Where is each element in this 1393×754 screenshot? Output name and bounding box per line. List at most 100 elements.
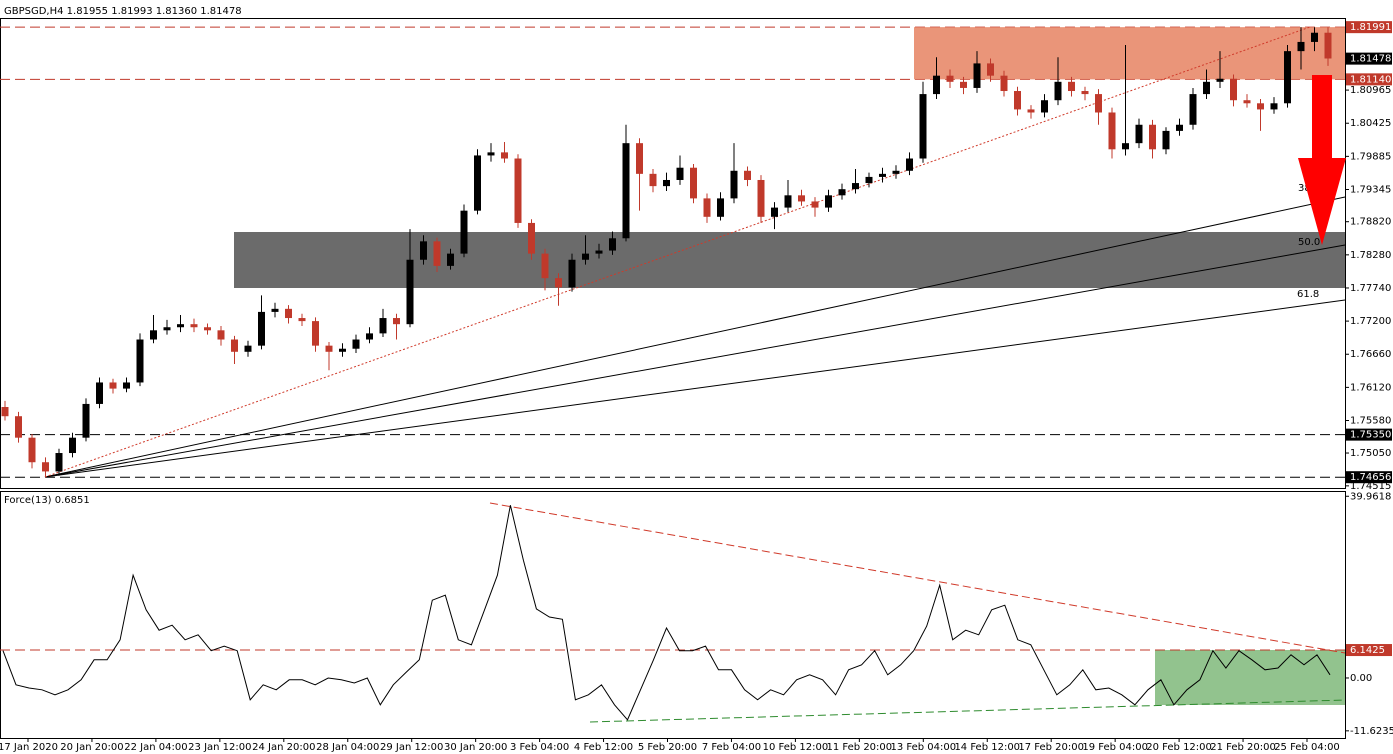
y-tick-label: 39.9618 xyxy=(1350,491,1391,502)
x-tick-label: 11 Feb 20:00 xyxy=(827,742,893,753)
candle-body xyxy=(1243,100,1251,104)
candle-body xyxy=(352,339,360,349)
candle-body xyxy=(204,327,211,331)
candle-body xyxy=(163,327,171,331)
y-tick-label: 0.00 xyxy=(1350,673,1372,684)
candle-body xyxy=(447,253,454,266)
candle-body xyxy=(1122,143,1129,150)
candle-body xyxy=(501,152,508,159)
candle-body xyxy=(177,324,184,328)
x-tick-label: 28 Jan 04:00 xyxy=(316,742,379,753)
indicator-resistance xyxy=(489,502,1346,654)
candle-body xyxy=(55,453,63,472)
x-tick-label: 21 Feb 20:00 xyxy=(1210,742,1276,753)
candle-body xyxy=(1054,81,1062,101)
candle-body xyxy=(1095,94,1102,113)
candle-body xyxy=(1270,103,1278,110)
y-tick-label: 1.77740 xyxy=(1350,283,1391,294)
candle-body xyxy=(1257,103,1264,110)
x-tick-label: 5 Feb 20:00 xyxy=(638,742,697,753)
x-tick-label: 20 Jan 20:00 xyxy=(60,742,123,753)
level-label: 1.81991 xyxy=(1350,22,1391,33)
candle-body xyxy=(649,173,657,187)
candle-body xyxy=(487,152,495,156)
indicator-title: Force(13) 0.6851 xyxy=(4,495,90,506)
level-label: 1.81140 xyxy=(1350,74,1391,85)
candle-body xyxy=(1,407,9,417)
level-tag xyxy=(1346,21,1392,34)
candle-body xyxy=(28,437,36,463)
candle-body xyxy=(946,75,954,82)
indicator-support xyxy=(589,699,1346,723)
candle-body xyxy=(609,238,616,251)
candle-body xyxy=(420,241,427,260)
x-tick-label: 13 Feb 04:00 xyxy=(890,742,956,753)
x-tick-label: 7 Feb 04:00 xyxy=(702,742,761,753)
y-tick-label: 1.78280 xyxy=(1350,250,1391,261)
fan-line xyxy=(44,196,1346,478)
x-tick-label: 24 Jan 20:00 xyxy=(252,742,315,753)
y-tick-label: 1.79345 xyxy=(1350,184,1391,195)
candle-body xyxy=(96,382,103,404)
candle-body xyxy=(1203,81,1210,95)
candle-body xyxy=(784,195,792,208)
candle-body xyxy=(393,318,400,325)
candle-body xyxy=(123,382,130,389)
candle-body xyxy=(1014,91,1021,110)
candle-body xyxy=(960,81,967,88)
candle-body xyxy=(798,195,805,202)
candle-body xyxy=(555,278,562,288)
candle-body xyxy=(379,318,387,334)
level-tag xyxy=(1346,428,1392,441)
candle-body xyxy=(1176,124,1183,131)
candle-body xyxy=(622,143,630,239)
candle-body xyxy=(244,345,252,352)
x-tick-label: 30 Jan 20:00 xyxy=(444,742,507,753)
candle-body xyxy=(339,348,346,352)
y-tick-label: 1.76660 xyxy=(1350,349,1391,360)
x-tick-label: 4 Feb 12:00 xyxy=(574,742,633,753)
y-tick-label: 1.75580 xyxy=(1350,416,1391,427)
candle-body xyxy=(150,330,157,340)
candle-body xyxy=(69,437,76,454)
candle-body xyxy=(892,170,900,174)
y-tick-label: 1.74515 xyxy=(1350,481,1391,492)
candle-body xyxy=(1230,78,1237,101)
candle-body xyxy=(1311,32,1318,42)
candle-body xyxy=(1324,32,1332,59)
candle-body xyxy=(933,75,940,95)
fib-label: 61.8 xyxy=(1297,289,1319,300)
down-arrow xyxy=(1298,75,1346,245)
candle-body xyxy=(1284,51,1291,104)
x-tick-label: 23 Jan 12:00 xyxy=(188,742,251,753)
candle-body xyxy=(703,198,711,217)
resistance-zone xyxy=(914,27,1345,80)
candle-body xyxy=(1108,112,1116,150)
candle-body xyxy=(771,207,778,217)
candle-body xyxy=(730,170,738,199)
candle-body xyxy=(514,158,522,223)
y-tick-label: 1.78820 xyxy=(1350,217,1391,228)
candle-body xyxy=(1297,41,1305,52)
candle-body xyxy=(1162,130,1170,150)
indicator-zone xyxy=(1155,650,1345,705)
candle-body xyxy=(109,382,117,389)
candle-body xyxy=(15,416,22,438)
candle-body xyxy=(879,173,886,177)
candle-body xyxy=(568,259,576,288)
fib-label: 50.0 xyxy=(1298,237,1320,248)
x-tick-label: 3 Feb 04:00 xyxy=(510,742,569,753)
header: GBPSGD,H4 1.81955 1.81993 1.81360 1.8147… xyxy=(4,6,242,17)
force-line xyxy=(2,505,1331,721)
x-tick-label: 14 Feb 12:00 xyxy=(954,742,1020,753)
candle-body xyxy=(838,189,846,196)
candle-body xyxy=(312,321,319,346)
level-tag xyxy=(1346,73,1392,86)
candle-body xyxy=(325,345,333,352)
candle-body xyxy=(1027,109,1035,113)
x-tick-label: 22 Jan 04:00 xyxy=(124,742,187,753)
price-label: 1.81478 xyxy=(1350,54,1391,65)
fib-fan xyxy=(44,196,1346,478)
candle-body xyxy=(42,462,49,472)
